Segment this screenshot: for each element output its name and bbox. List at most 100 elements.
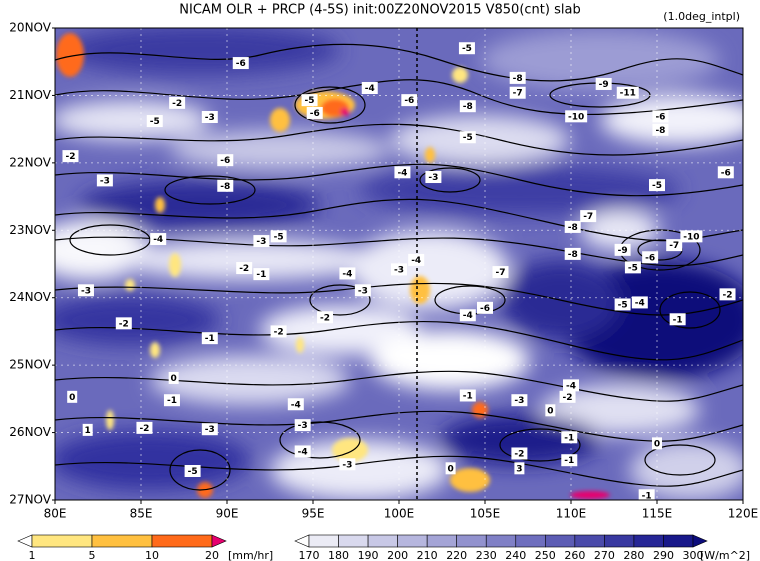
colorbar-arrow bbox=[692, 534, 708, 548]
contour-label: -3 bbox=[394, 265, 404, 275]
contour-label-box bbox=[511, 447, 528, 460]
contour-label: -5 bbox=[463, 133, 473, 143]
contour-label: -6 bbox=[310, 109, 320, 119]
colorbars: 1 5 10 20 [mm/hr] 170 180 190 200 210 220 230 240 250… bbox=[17, 534, 750, 561]
contour-label: -6 bbox=[236, 59, 246, 69]
contour-label-box bbox=[96, 174, 113, 187]
contour-label-box bbox=[201, 332, 218, 345]
contour-label: -5 bbox=[618, 300, 628, 310]
contour-label-box bbox=[492, 266, 509, 279]
contour-label-box bbox=[236, 262, 253, 275]
contour-label-box bbox=[217, 154, 234, 167]
contour-label-box bbox=[614, 243, 631, 256]
colorbar-label: 280 bbox=[623, 549, 644, 561]
contour-label-box bbox=[680, 230, 703, 243]
x-tick-label: 100E bbox=[384, 507, 415, 521]
contour-label: -4 bbox=[397, 168, 407, 178]
contour-label-box bbox=[217, 179, 234, 192]
contour-label-box bbox=[232, 57, 249, 70]
contour-label-box bbox=[82, 423, 93, 436]
contour-label: -2 bbox=[274, 327, 284, 337]
y-tick-label: 27NOV bbox=[9, 493, 51, 507]
colorbar-label: 220 bbox=[446, 549, 467, 561]
colorbar-label: 250 bbox=[535, 549, 556, 561]
colorbar-label: 290 bbox=[653, 549, 674, 561]
contour-label: -6 bbox=[480, 304, 490, 314]
contour-label-box bbox=[559, 390, 576, 403]
contour-label-box bbox=[270, 325, 287, 338]
contour-label-box bbox=[595, 77, 612, 90]
contour-label: -8 bbox=[463, 102, 473, 112]
contour-label: -5 bbox=[652, 181, 662, 191]
contour-label-box bbox=[445, 462, 456, 475]
contour-label: -5 bbox=[628, 263, 638, 273]
contour-label: -8 bbox=[513, 74, 523, 84]
contour-label: 0 bbox=[69, 393, 75, 403]
contour-label: -2 bbox=[239, 264, 249, 274]
colorbar-segment bbox=[633, 534, 664, 548]
contour-label-box bbox=[270, 230, 287, 243]
contour-label: -3 bbox=[342, 460, 352, 470]
contour-label: 3 bbox=[516, 464, 522, 474]
contour-label: -5 bbox=[305, 96, 315, 106]
contour-label: -1 bbox=[463, 391, 473, 401]
colorbar-unit: [W/m^2] bbox=[700, 549, 750, 561]
contour-label-box bbox=[564, 220, 581, 233]
colorbar-label: 200 bbox=[387, 549, 408, 561]
contour-label: -8 bbox=[655, 126, 665, 136]
contour-label-box bbox=[163, 394, 180, 407]
contour-label: -7 bbox=[583, 212, 593, 222]
contour-label: -4 bbox=[298, 447, 308, 457]
colorbar-label: 300 bbox=[683, 549, 704, 561]
colorbar-segment bbox=[485, 534, 517, 548]
contour-label: -7 bbox=[669, 241, 679, 251]
contour-label-box bbox=[652, 123, 669, 136]
contour-label: -2 bbox=[119, 319, 129, 329]
colorbar-arrow bbox=[17, 534, 33, 548]
contour-label-box bbox=[294, 445, 311, 458]
x-tick-label: 110E bbox=[556, 507, 587, 521]
y-tick-label: 26NOV bbox=[9, 425, 51, 439]
contour-label: -3 bbox=[514, 396, 524, 406]
colorbar-label: 180 bbox=[328, 549, 349, 561]
colorbar-label: 240 bbox=[505, 549, 526, 561]
contour-label-box bbox=[561, 431, 578, 444]
contour-label: -5 bbox=[188, 467, 198, 477]
contour-labels: -5-6-8-7-9-11-5-6-4-6-8-3-2-5 -6-8-10-5-2… bbox=[62, 42, 736, 502]
contour-label-box bbox=[184, 465, 201, 478]
contour-label-box bbox=[511, 394, 528, 407]
contour-label: -2 bbox=[320, 313, 330, 323]
contour-label-box bbox=[115, 317, 132, 330]
contour-label: -4 bbox=[463, 311, 473, 321]
contour-label: -4 bbox=[342, 269, 352, 279]
contour-label-box bbox=[168, 371, 179, 384]
contour-label: -8 bbox=[568, 250, 578, 260]
colorbar-label: 190 bbox=[358, 549, 379, 561]
contour-label-box bbox=[361, 82, 378, 95]
colorbar-segment bbox=[574, 534, 605, 548]
contour-label: -4 bbox=[153, 235, 163, 245]
contour-label: -2 bbox=[172, 99, 182, 109]
precip-field bbox=[56, 33, 610, 499]
x-tick-label: 85E bbox=[130, 507, 153, 521]
contour-label-box bbox=[669, 313, 686, 326]
contour-label-box bbox=[459, 131, 476, 144]
contour-label: -3 bbox=[205, 425, 215, 435]
contour-label: -3 bbox=[428, 173, 438, 183]
contour-label-box bbox=[624, 261, 641, 274]
contour-label: -7 bbox=[495, 268, 505, 278]
contour-label-box bbox=[459, 100, 476, 113]
contour-label: -9 bbox=[599, 80, 609, 90]
plot-frame bbox=[54, 27, 744, 501]
contour-label: -4 bbox=[411, 256, 421, 266]
contour-label-box bbox=[317, 311, 334, 324]
contour-label: 1 bbox=[85, 426, 91, 436]
contour-label-box bbox=[666, 239, 683, 252]
contour-label-box bbox=[401, 94, 418, 107]
colorbar-label: 170 bbox=[299, 549, 320, 561]
contour-label-box bbox=[459, 389, 476, 402]
colorbar-label: 260 bbox=[564, 549, 585, 561]
contour-label: -5 bbox=[150, 117, 160, 127]
colorbar-segment bbox=[604, 534, 635, 548]
contour-label-box bbox=[477, 301, 493, 314]
